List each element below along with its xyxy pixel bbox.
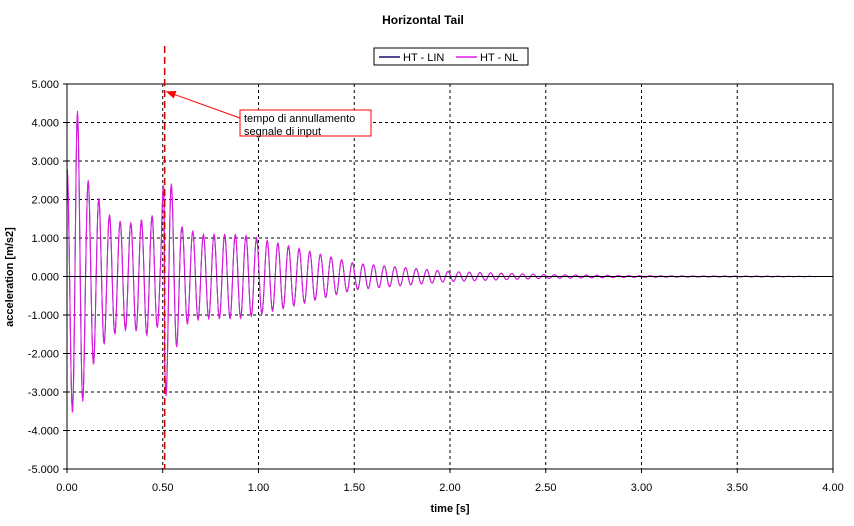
x-tick-label: 1.50 bbox=[344, 482, 365, 494]
legend-label-lin: HT - LIN bbox=[403, 52, 444, 64]
y-tick-label: 5.000 bbox=[31, 79, 59, 91]
y-tick-label: -3.000 bbox=[28, 387, 59, 399]
y-tick-label: -2.000 bbox=[28, 349, 59, 361]
y-tick-label: 1.000 bbox=[31, 233, 59, 245]
x-tick-label: 1.00 bbox=[248, 482, 269, 494]
y-tick-label: -1.000 bbox=[28, 310, 59, 322]
y-tick-label: 4.000 bbox=[31, 118, 59, 130]
annotation-text-line-2: segnale di input bbox=[244, 126, 321, 138]
y-tick-label: -5.000 bbox=[28, 464, 59, 476]
x-tick-label: 3.00 bbox=[631, 482, 652, 494]
legend: HT - LIN HT - NL bbox=[373, 47, 529, 66]
y-axis-ticks: 5.000 4.000 3.000 2.000 1.000 0.000 -1.000 -2.0… bbox=[28, 79, 67, 476]
annotation-arrow bbox=[165, 90, 241, 119]
y-tick-label: 3.000 bbox=[31, 156, 59, 168]
x-axis-ticks: 0.00 0.50 1.00 1.50 2.00 2.50 3.00 3.50 4.00 bbox=[56, 469, 844, 494]
x-tick-label: 3.50 bbox=[727, 482, 748, 494]
plot-frame bbox=[66, 83, 834, 470]
annotation-box bbox=[239, 109, 372, 137]
y-tick-label: 2.000 bbox=[31, 195, 59, 207]
legend-box bbox=[373, 47, 529, 66]
x-axis-label: time [s] bbox=[430, 503, 469, 515]
legend-label-nl: HT - NL bbox=[480, 52, 518, 64]
x-tick-label: 2.00 bbox=[439, 482, 460, 494]
annotation-text-line-1: tempo di annullamento bbox=[244, 113, 355, 125]
y-axis-label: acceleration [m/s2] bbox=[4, 227, 16, 327]
x-tick-label: 0.50 bbox=[152, 482, 173, 494]
y-tick-label: 0.000 bbox=[31, 272, 59, 284]
chart-title: Horizontal Tail bbox=[382, 13, 464, 27]
y-tick-label: -4.000 bbox=[28, 426, 59, 438]
x-tick-label: 2.50 bbox=[535, 482, 556, 494]
x-tick-label: 0.00 bbox=[56, 482, 77, 494]
x-tick-label: 4.00 bbox=[822, 482, 843, 494]
